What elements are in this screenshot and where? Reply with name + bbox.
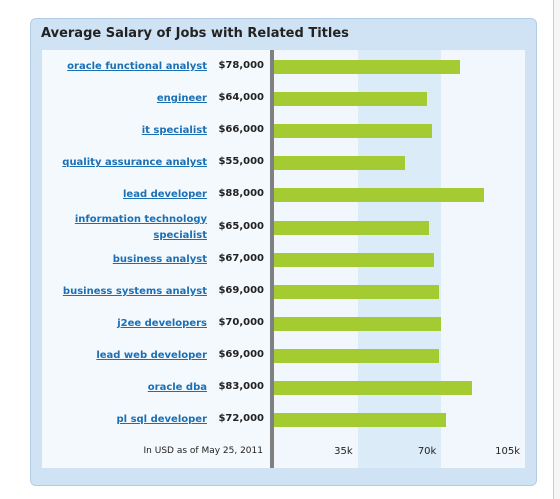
x-tick-label: 105k	[495, 446, 520, 457]
bar	[274, 156, 406, 171]
bar	[274, 381, 473, 395]
bar	[274, 413, 447, 428]
bar	[274, 124, 432, 139]
value-label: $66,000	[218, 124, 264, 136]
value-label: $69,000	[218, 348, 264, 360]
bar	[274, 188, 485, 203]
category-link[interactable]: lead developer	[122, 189, 207, 201]
note: In USD as of May 25, 2011	[143, 446, 263, 456]
chart-title: Average Salary of Jobs with Related Titl…	[41, 26, 349, 41]
value-label: $70,000	[218, 316, 264, 328]
bar	[274, 316, 442, 331]
bar	[274, 60, 461, 74]
category-link[interactable]: it specialist	[141, 125, 207, 137]
bar	[274, 220, 430, 235]
category-link[interactable]: information technology specialist	[74, 213, 207, 241]
category-link[interactable]: oracle functional analyst	[67, 61, 207, 72]
value-label: $69,000	[218, 284, 264, 296]
axis-line	[270, 50, 274, 468]
value-label: $65,000	[218, 220, 264, 232]
bar	[274, 284, 439, 299]
value-label: $72,000	[218, 413, 264, 425]
x-tick-label: 35k	[334, 446, 353, 457]
value-label: $78,000	[218, 60, 264, 71]
category-link[interactable]: j2ee developers	[117, 317, 207, 329]
value-label: $64,000	[218, 92, 264, 104]
category-link[interactable]: engineer	[156, 93, 207, 105]
bar	[274, 92, 427, 107]
value-label: $88,000	[218, 188, 264, 200]
category-link[interactable]: business analyst	[112, 253, 207, 265]
category-link[interactable]: quality assurance analyst	[62, 157, 207, 169]
category-link[interactable]: pl sql developer	[116, 414, 208, 426]
category-link[interactable]: lead web developer	[96, 349, 207, 361]
grid-band	[441, 50, 525, 468]
category-link[interactable]: business systems analyst	[62, 285, 207, 297]
value-label: $55,000	[218, 156, 264, 168]
bar	[274, 252, 435, 267]
category-link[interactable]: oracle dba	[147, 382, 207, 393]
scrollbar	[553, 0, 560, 499]
x-tick-label: 70k	[417, 446, 437, 457]
bar	[274, 348, 439, 363]
value-label: $83,000	[218, 381, 264, 392]
value-label: $67,000	[218, 252, 264, 264]
